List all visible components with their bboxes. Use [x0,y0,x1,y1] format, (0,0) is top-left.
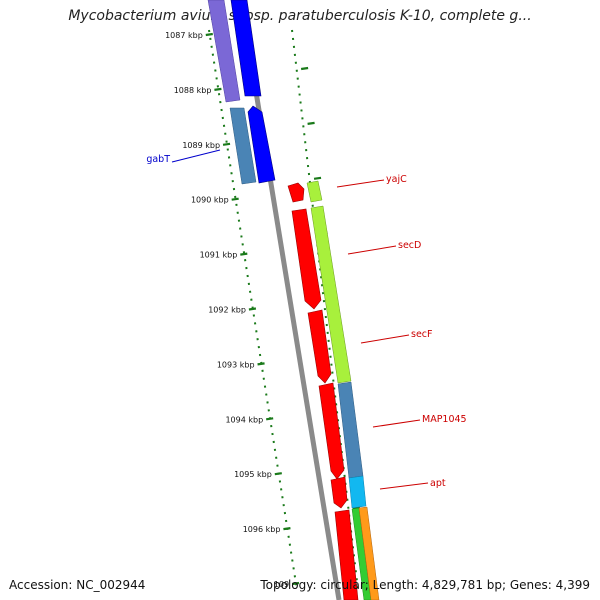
kbp-tick-label: 1092 kbp [208,306,246,315]
gc-skew-dots-inner [208,29,298,591]
kbp-tick-label: 1096 kbp [243,525,281,534]
gene-reverse-gabT[interactable] [247,105,276,184]
cog-block-orange[interactable] [358,506,380,600]
gene-reverse-1[interactable] [230,0,262,97]
outer-tick-dash [300,66,309,71]
kbp-tick-label: 1093 kbp [217,360,255,369]
gene-forward-apt[interactable] [330,476,348,509]
cog-block-cyan[interactable] [348,475,367,509]
gene-label-MAP1045[interactable]: MAP1045 [422,414,467,425]
gene-forward-yajC[interactable] [287,182,305,203]
gene-forward-secF[interactable] [307,309,332,384]
kbp-tick-mark [240,252,248,256]
cog-block-lime-1[interactable] [306,180,323,203]
kbp-tick-mark [274,472,282,476]
cog-block-purple[interactable] [207,0,241,103]
gene-label-secD[interactable]: secD [398,240,421,251]
gene-label-apt[interactable]: apt [430,478,446,489]
kbp-tick-mark [205,32,213,37]
kbp-tick-mark [231,197,239,201]
leader-MAP1045 [372,419,421,428]
leader-secD [347,245,397,255]
kbp-tick-mark [266,417,274,421]
leader-yajC [336,179,385,188]
gc-skew-dots-outer [291,29,359,591]
gene-forward-secD[interactable] [291,208,322,310]
kbp-tick-label: 1088 kbp [174,86,212,95]
gene-label-yajC[interactable]: yajC [386,174,407,185]
outer-tick-dash [307,121,315,125]
gene-label-secF[interactable]: secF [411,329,432,340]
kbp-tick-mark [257,362,265,366]
kbp-tick-label: 109 [274,580,289,589]
cog-block-green[interactable] [351,507,372,600]
outer-tick-dash [352,506,361,510]
kbp-tick-label: 1089 kbp [182,141,220,150]
map-title: Mycobacterium avium subsp. paratuberculo… [68,8,532,24]
leader-apt [379,482,429,490]
cog-block-lime-2[interactable] [310,205,352,384]
kbp-tick-label: 1090 kbp [191,196,229,205]
kbp-tick-mark [283,527,291,531]
kbp-tick-mark [222,142,231,146]
cog-block-steel-1[interactable] [229,107,257,185]
outer-tick-dash [313,176,322,180]
kbp-tick-label: 1094 kbp [225,415,263,424]
gene-forward-next[interactable] [334,509,359,600]
accession-text: Accession: NC_002944 [9,578,146,592]
gene-forward-MAP1045[interactable] [318,382,345,480]
gene-label-gabT[interactable]: gabT [146,154,170,165]
kbp-tick-label: 1095 kbp [234,470,272,479]
kbp-tick-mark [214,87,222,91]
kbp-tick-mark [248,307,257,311]
tick-group: 1087 kbp 1088 kbp 1089 kbp 1090 kbp 1091 kbp… [165,31,300,589]
kbp-tick-mark [291,581,300,586]
genome-backbone [238,0,342,600]
leader-gabT [171,149,221,163]
leader-secF [360,334,410,344]
kbp-tick-label: 1087 kbp [165,31,203,40]
topology-summary: Topology: circular; Length: 4,829,781 bp… [260,578,590,592]
kbp-tick-label: 1091 kbp [200,251,238,260]
